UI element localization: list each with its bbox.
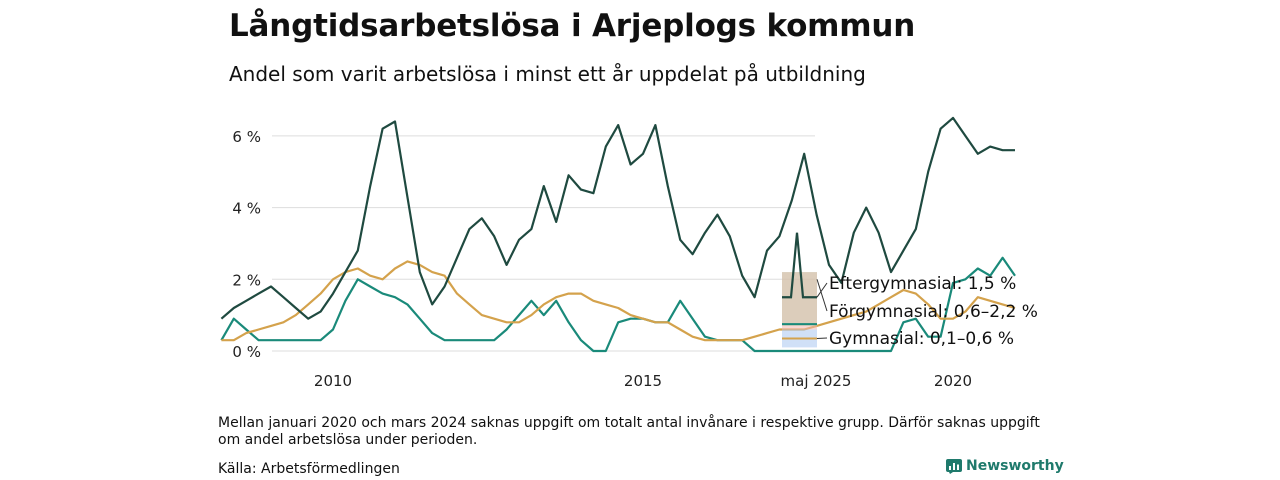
- annotation-leader: [816, 279, 828, 312]
- latest-band-forgymnasial: [782, 272, 817, 330]
- latest-line-eftergymnasial: [782, 232, 817, 299]
- chart-title: Långtidsarbetslösa i Arjeplogs kommun: [229, 8, 916, 44]
- x-tick-label: 2020: [934, 372, 972, 390]
- series-line-forgymnasial: [221, 260, 1016, 342]
- annotation-eftergymnasial: Eftergymnasial: 1,5 %: [829, 274, 1016, 294]
- brand-logo[interactable]: Newsworthy: [946, 458, 1064, 474]
- source-label: Källa: Arbetsförmedlingen: [218, 461, 400, 477]
- brand-name: Newsworthy: [966, 458, 1064, 474]
- y-tick-label: 0 %: [232, 343, 261, 361]
- chart-subtitle: Andel som varit arbetslösa i minst ett å…: [229, 62, 866, 86]
- latest-label: maj 2025: [781, 372, 852, 390]
- x-tick-label: 2010: [314, 372, 352, 390]
- x-tick-label: 2015: [624, 372, 662, 390]
- series-line-eftergymnasial: [220, 116, 1015, 320]
- y-tick-label: 6 %: [232, 128, 261, 146]
- annotation-gymnasial: Gymnasial: 0,1–0,6 %: [829, 329, 1014, 349]
- y-tick-label: 2 %: [232, 271, 261, 289]
- annotation-leader: [816, 282, 828, 298]
- annotation-forgymnasial: Förgymnasial: 0,6–2,2 %: [829, 302, 1038, 322]
- y-tick-label: 4 %: [232, 200, 261, 218]
- newsworthy-icon: [946, 459, 962, 474]
- footnote: Mellan januari 2020 och mars 2024 saknas…: [218, 415, 1040, 448]
- series-line-gymnasial: [220, 256, 1016, 353]
